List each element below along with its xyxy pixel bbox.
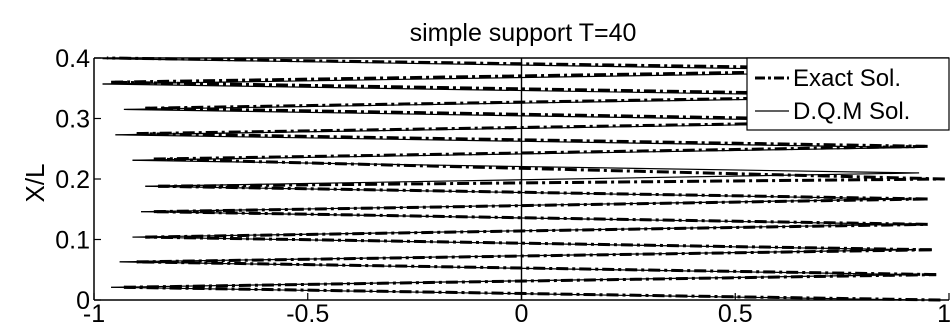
y-tick-label: 0.1: [55, 227, 90, 255]
series-segment: [111, 273, 915, 288]
y-tick-label: 0: [76, 287, 90, 315]
series-segment: [141, 198, 907, 213]
chart-title: simple support T=40: [410, 19, 637, 47]
ticks-layer: -1 -0.5 0 0.5 1 0 0.1 0.2 0.3 0.4: [55, 45, 951, 322]
y-tick-label: 0.4: [55, 45, 90, 73]
series-segment: [132, 146, 915, 161]
x-tick-label: 0: [515, 300, 529, 322]
legend-label: Exact Sol.: [793, 65, 901, 92]
legend-box: [746, 57, 950, 131]
series-segment: [119, 249, 915, 263]
x-tick-label: 1: [937, 300, 951, 322]
series-segment: [153, 144, 928, 161]
x-tick-label: 0.5: [718, 300, 753, 322]
series-segment: [145, 172, 920, 187]
legend: Exact Sol. D.Q.M Sol.: [746, 57, 950, 131]
series-segment: [111, 80, 932, 98]
y-tick-label: 0.2: [55, 166, 90, 194]
series-segment: [132, 159, 920, 174]
y-axis-label: X/L: [20, 163, 50, 202]
x-tick-label: -1: [83, 300, 105, 322]
legend-label: D.Q.M Sol.: [793, 98, 910, 125]
series-segment: [145, 185, 907, 200]
y-tick-label: 0.3: [55, 106, 90, 134]
series-segment: [132, 236, 915, 251]
series-segment: [111, 286, 920, 301]
x-tick-label: -0.5: [286, 300, 329, 322]
series-segment: [141, 211, 911, 225]
series-segment: [158, 177, 945, 188]
series-segment: [119, 261, 915, 276]
series-segment: [136, 132, 928, 148]
series-segment: [153, 157, 945, 181]
series-segment: [115, 134, 915, 149]
